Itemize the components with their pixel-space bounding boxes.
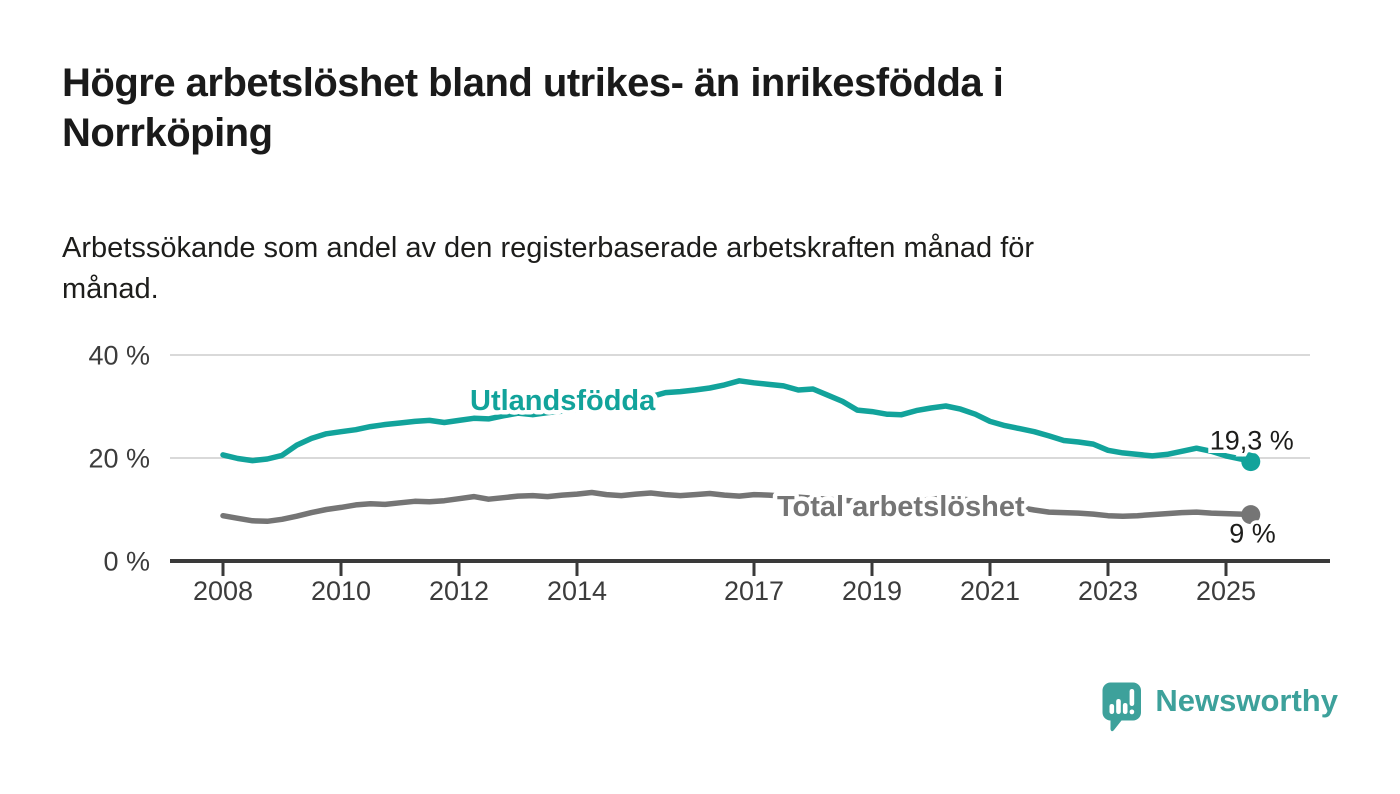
x-tick-label-2023: 2023 xyxy=(1078,576,1138,606)
newsworthy-wordmark: Newsworthy xyxy=(1155,683,1338,718)
chart-subtitle: Arbetssökande som andel av den registerb… xyxy=(62,232,1035,305)
logo-bar-1 xyxy=(1109,704,1115,714)
y-tick-label-20: 20 % xyxy=(88,444,150,474)
series-label-total: Total arbetslöshet xyxy=(777,491,1025,523)
x-tick-label-2021: 2021 xyxy=(960,576,1020,606)
series-line-utlandsfodda xyxy=(220,378,1254,465)
series-end-dot-total xyxy=(1241,505,1261,525)
series-line-total xyxy=(220,489,1254,525)
newsworthy-logo-icon xyxy=(1102,682,1142,732)
x-tick-label-2014: 2014 xyxy=(547,576,607,606)
x-tick-label-2017: 2017 xyxy=(724,576,784,606)
x-tick-label-2010: 2010 xyxy=(311,576,371,606)
series-end-dot-utlandsfodda xyxy=(1241,452,1261,472)
newsworthy-brand: Newsworthy xyxy=(1102,682,1338,738)
logo-exclamation-dot xyxy=(1129,709,1135,715)
x-tick-label-2019: 2019 xyxy=(842,576,902,606)
logo-bar-3 xyxy=(1123,703,1128,714)
x-tick-label-2025: 2025 xyxy=(1196,576,1256,606)
logo-exclamation-bar xyxy=(1129,689,1135,706)
y-tick-label-40: 40 % xyxy=(88,341,150,371)
y-tick-label-0: 0 % xyxy=(103,547,150,577)
page-title: Högre arbetslöshet bland utrikes- än inr… xyxy=(62,61,1004,156)
x-tick-label-2012: 2012 xyxy=(429,576,489,606)
speech-bubble-shape xyxy=(1102,682,1142,732)
series-label-utlandsfodda: Utlandsfödda xyxy=(470,385,656,417)
end-value-label-utlandsfodda: 19,3 % xyxy=(1210,426,1294,456)
x-tick-label-2008: 2008 xyxy=(193,576,253,606)
logo-bar-2 xyxy=(1116,699,1122,714)
end-value-label-total: 9 % xyxy=(1229,519,1276,549)
